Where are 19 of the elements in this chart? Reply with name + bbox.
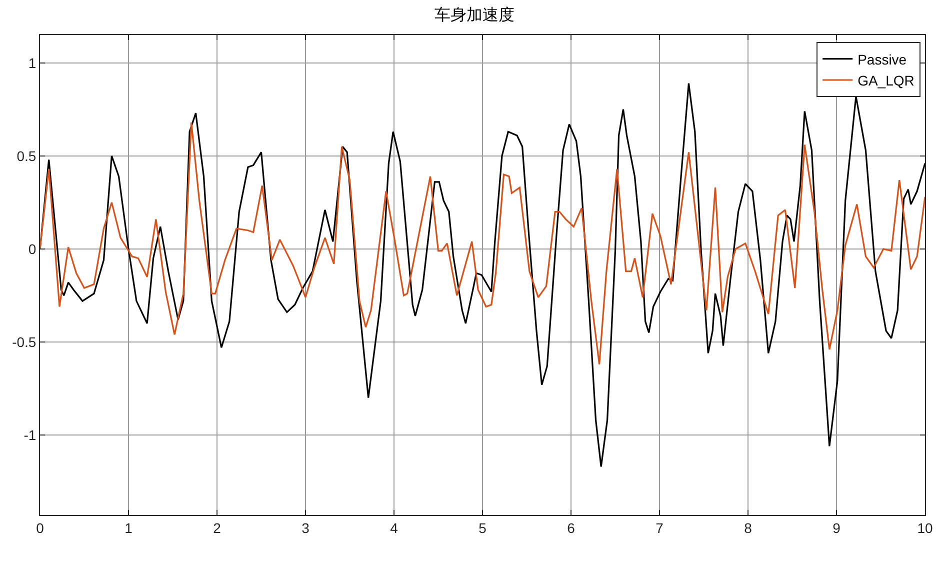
line-series — [40, 122, 925, 366]
x-tick-label: 5 — [478, 520, 487, 536]
x-tick-label: 1 — [124, 520, 133, 536]
x-tick-label: 8 — [744, 520, 752, 536]
x-tick-label: 2 — [213, 520, 222, 536]
y-tick-label: -1 — [24, 426, 36, 443]
legend-label: Passive — [858, 51, 907, 68]
x-tick-label: 7 — [656, 520, 664, 536]
y-tick-label: 0.5 — [16, 148, 36, 164]
x-tick-label: 10 — [917, 520, 933, 536]
x-tick-label: 3 — [302, 520, 310, 536]
y-tick-label: 1 — [28, 54, 36, 71]
y-tick-label: 0 — [28, 240, 36, 257]
x-tick-label: 6 — [567, 520, 576, 536]
chart-title: 车身加速度 — [434, 6, 514, 24]
x-tick-label: 9 — [832, 520, 841, 536]
y-tick-label: -0.5 — [12, 334, 36, 350]
legend-label: GA_LQR — [858, 72, 914, 88]
x-tick-label: 4 — [390, 520, 398, 536]
